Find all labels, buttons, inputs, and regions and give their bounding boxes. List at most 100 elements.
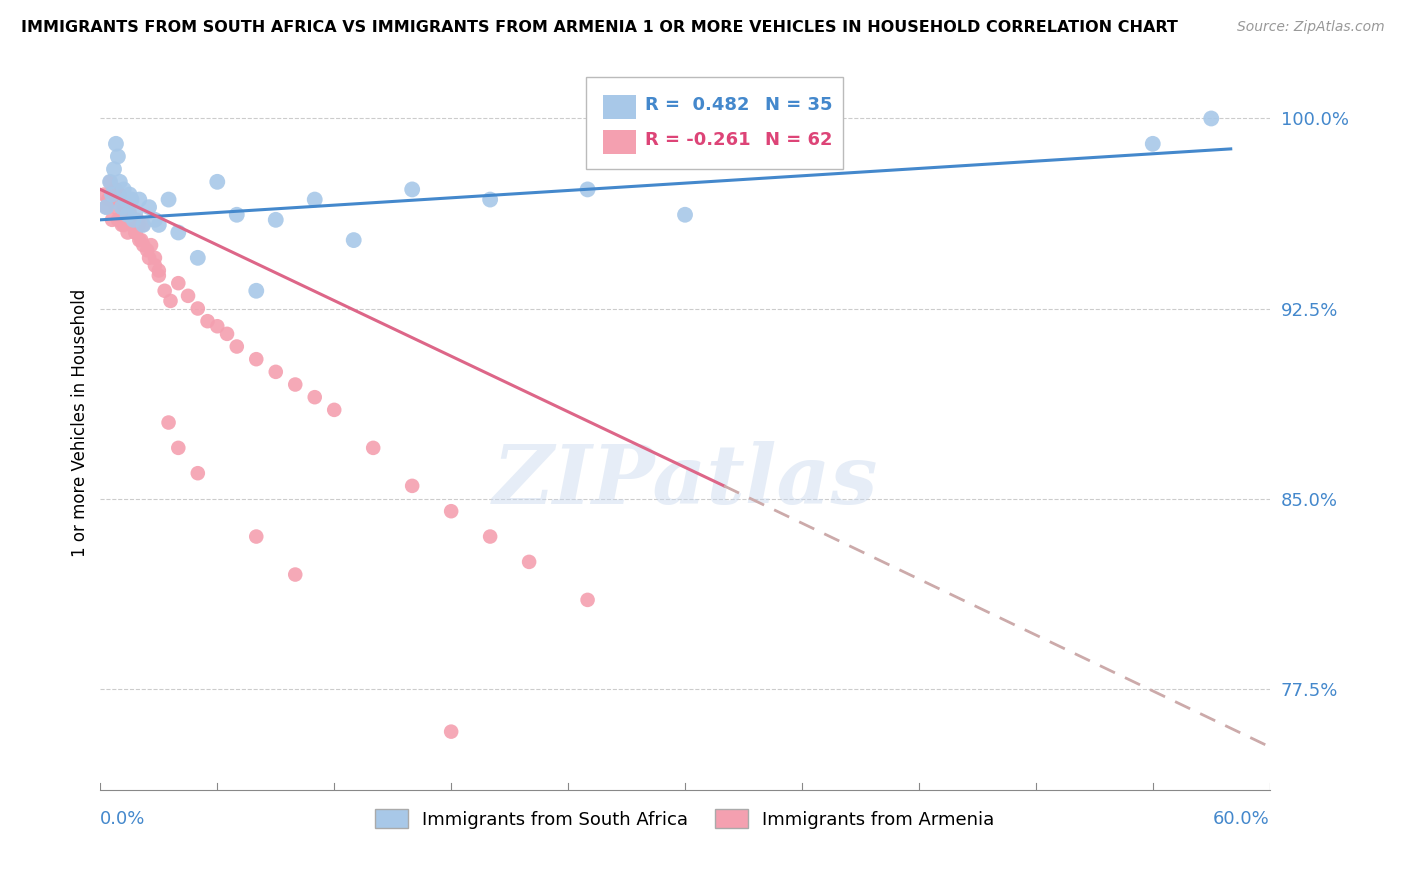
Text: 60.0%: 60.0% [1213, 810, 1270, 828]
Point [143, 212, 166, 227]
Point [157, 416, 180, 430]
Point [143, 259, 166, 273]
Point [101, 212, 124, 227]
Point [104, 182, 127, 196]
Point [112, 182, 135, 196]
Point [104, 136, 127, 151]
Point [207, 319, 229, 334]
Point [108, 175, 131, 189]
Point [284, 567, 307, 582]
FancyBboxPatch shape [603, 130, 636, 154]
Point [97, 193, 120, 207]
Text: Source: ZipAtlas.com: Source: ZipAtlas.com [1237, 20, 1385, 34]
Point [118, 187, 141, 202]
Point [264, 212, 287, 227]
Point [215, 326, 238, 341]
Point [479, 193, 502, 207]
Point [167, 441, 190, 455]
Point [124, 226, 146, 240]
Point [98, 175, 121, 189]
Point [304, 193, 326, 207]
Point [143, 251, 166, 265]
Point [138, 251, 160, 265]
Point [517, 555, 540, 569]
Point [128, 193, 150, 207]
Point [576, 182, 599, 196]
Point [245, 284, 267, 298]
Point [121, 193, 143, 207]
Point [124, 226, 146, 240]
Point [107, 212, 129, 227]
Point [98, 193, 121, 207]
Point [103, 182, 125, 196]
Point [1199, 112, 1222, 126]
Point [111, 218, 134, 232]
Point [128, 233, 150, 247]
Point [304, 390, 326, 404]
Point [207, 175, 229, 189]
Point [118, 205, 141, 219]
Point [112, 218, 135, 232]
Point [127, 212, 149, 227]
Point [187, 301, 209, 316]
Point [107, 149, 129, 163]
Text: IMMIGRANTS FROM SOUTH AFRICA VS IMMIGRANTS FROM ARMENIA 1 OR MORE VEHICLES IN HO: IMMIGRANTS FROM SOUTH AFRICA VS IMMIGRAN… [21, 20, 1178, 35]
Point [264, 365, 287, 379]
Point [129, 233, 152, 247]
Point [167, 276, 190, 290]
Text: R =  0.482: R = 0.482 [645, 96, 749, 114]
Point [101, 187, 124, 202]
Text: N = 62: N = 62 [765, 131, 832, 149]
Point [673, 208, 696, 222]
Point [108, 187, 131, 202]
Y-axis label: 1 or more Vehicles in Household: 1 or more Vehicles in Household [72, 288, 89, 557]
Point [197, 314, 219, 328]
Point [114, 212, 136, 227]
Point [361, 441, 384, 455]
Point [245, 352, 267, 367]
Point [132, 218, 155, 232]
Point [108, 212, 131, 227]
Point [148, 263, 170, 277]
Point [153, 284, 176, 298]
Point [96, 200, 118, 214]
Point [343, 233, 366, 247]
Point [117, 226, 139, 240]
Point [576, 593, 599, 607]
Point [139, 238, 162, 252]
Text: ZIPatlas: ZIPatlas [492, 442, 877, 521]
Point [440, 724, 463, 739]
Point [157, 193, 180, 207]
Point [225, 208, 247, 222]
FancyBboxPatch shape [586, 78, 842, 169]
FancyBboxPatch shape [603, 95, 636, 119]
Point [98, 175, 121, 189]
Point [117, 208, 139, 222]
Point [401, 479, 423, 493]
Point [245, 530, 267, 544]
Point [138, 200, 160, 214]
Point [136, 244, 159, 258]
Point [132, 218, 155, 232]
Point [111, 200, 134, 214]
Point [112, 200, 135, 214]
Point [122, 212, 145, 227]
Point [132, 238, 155, 252]
Point [114, 193, 136, 207]
Point [440, 504, 463, 518]
Point [148, 218, 170, 232]
Point [121, 218, 143, 232]
Point [225, 339, 247, 353]
Point [122, 212, 145, 227]
Point [96, 200, 118, 214]
Point [284, 377, 307, 392]
Text: 0.0%: 0.0% [100, 810, 146, 828]
Text: N = 35: N = 35 [765, 96, 832, 114]
Point [479, 530, 502, 544]
Point [1142, 136, 1164, 151]
Point [187, 466, 209, 480]
Point [128, 218, 150, 232]
Point [159, 293, 181, 308]
Text: R = -0.261: R = -0.261 [645, 131, 751, 149]
Legend: Immigrants from South Africa, Immigrants from Armenia: Immigrants from South Africa, Immigrants… [368, 802, 1002, 836]
